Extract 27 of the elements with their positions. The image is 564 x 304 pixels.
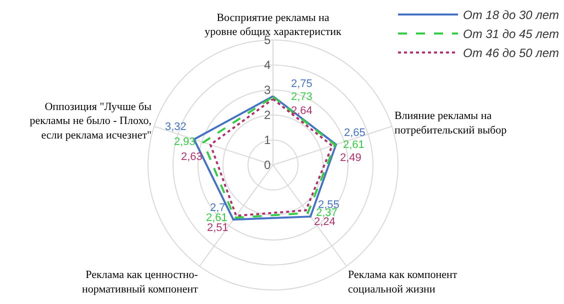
data-label: 2,65 — [344, 127, 366, 139]
data-label: 2,49 — [340, 152, 362, 164]
spoke-label: Восприятие рекламы на уровне общих характеристик — [204, 12, 342, 38]
y-tick-label: 1 — [264, 132, 272, 147]
data-label: 2,61 — [206, 212, 228, 224]
y-tick-label: 0 — [264, 158, 272, 172]
legend-label: От 31 до 45 лет — [463, 27, 559, 42]
data-label: 2,63 — [181, 151, 202, 163]
data-label: 2,64 — [291, 105, 312, 117]
legend-label: От 46 до 50 лет — [463, 46, 559, 60]
y-tick-label: 2 — [264, 108, 272, 122]
data-label: 2,75 — [291, 78, 312, 90]
y-tick-label: 3 — [264, 82, 272, 97]
data-label: 2,93 — [174, 136, 196, 148]
y-tick-label: 4 — [264, 58, 272, 72]
data-label: 2,24 — [314, 216, 336, 228]
data-label: 2,73 — [291, 91, 312, 103]
data-label: 2,61 — [343, 139, 364, 151]
data-label: 2,7 — [210, 202, 226, 214]
spoke-label: Оппозиция "Лучше бы рекламы не было - Плохо, если реклама исчезнет" — [30, 100, 152, 142]
legend-label: От 18 до 30 лет — [463, 8, 559, 22]
spoke-label: Влияние рекламы на потребительский выбор — [394, 110, 508, 136]
data-label: 3,32 — [165, 121, 186, 133]
spoke-label: Реклама как компонент социальной жизни — [348, 269, 458, 296]
spoke-label: Реклама как ценностно-нормативный компонент — [82, 269, 198, 296]
data-label: 2,51 — [207, 222, 228, 234]
data-label: 2,37 — [316, 207, 338, 219]
